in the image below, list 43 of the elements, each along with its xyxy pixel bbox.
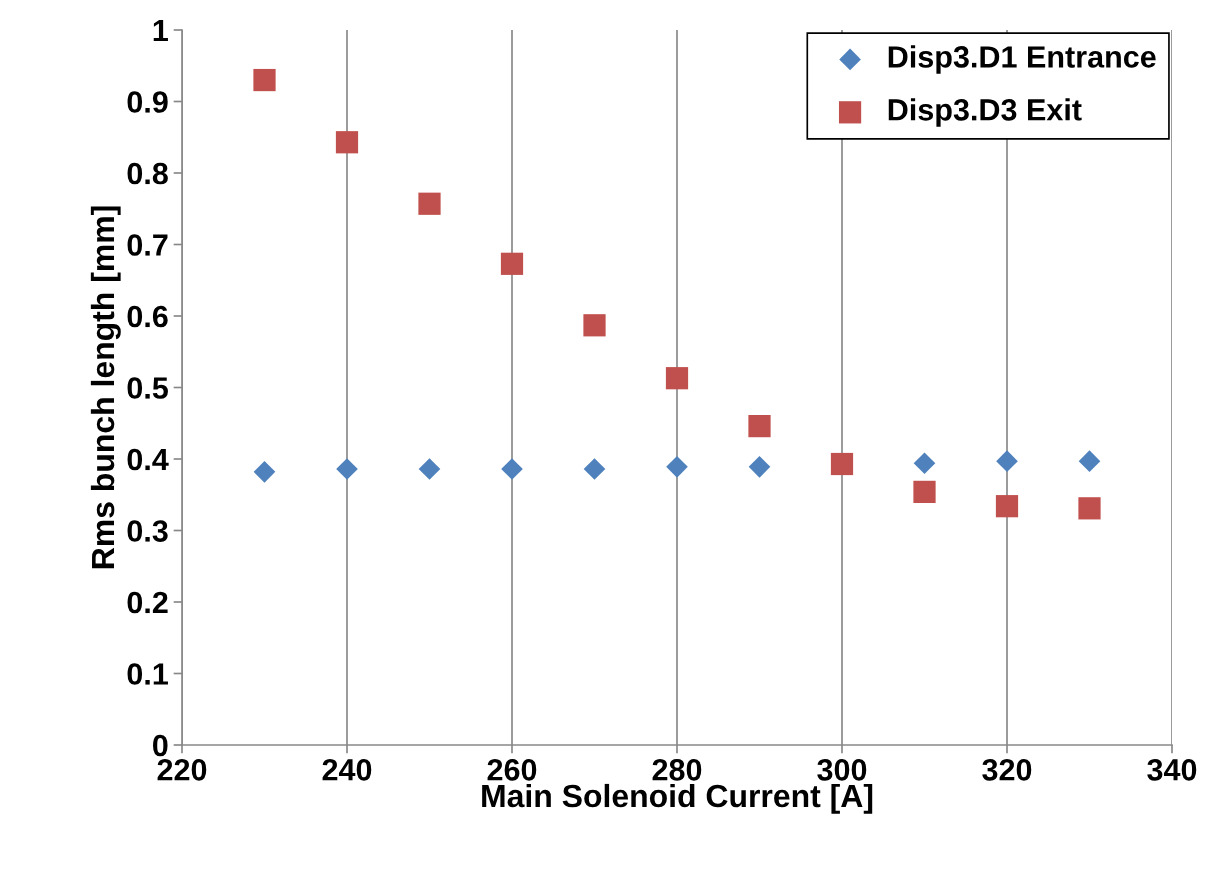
- point: [748, 456, 771, 478]
- point: [335, 131, 359, 154]
- point: [996, 450, 1018, 472]
- point: [666, 456, 688, 478]
- x-tick-label: 300: [817, 759, 867, 781]
- point: [583, 314, 606, 337]
- y-tick-label: 0.5: [127, 377, 168, 399]
- point: [830, 452, 854, 476]
- x-axis-title: Main Solenoid Current [A]: [482, 783, 873, 814]
- point: [253, 461, 276, 483]
- point: [665, 367, 689, 390]
- x-tick-label: 320: [982, 759, 1032, 781]
- y-tick-label: 0.7: [127, 234, 168, 256]
- y-tick-label: 0: [153, 734, 168, 757]
- legend-label: Disp3.D3 Exit: [888, 98, 1082, 127]
- x-tick-label: 240: [322, 759, 372, 781]
- point: [995, 495, 1019, 518]
- y-tick-label: 1: [153, 20, 168, 42]
- x-tick-label: 340: [1147, 759, 1197, 781]
- point: [500, 252, 524, 275]
- point: [253, 68, 276, 92]
- y-tick-label: 0.8: [127, 162, 168, 185]
- point: [913, 480, 936, 503]
- y-tick-label: 0.3: [127, 520, 168, 542]
- y-tick-label: 0.2: [127, 591, 168, 614]
- x-tick-label: 220: [157, 759, 207, 781]
- y-tick-label: 0.1: [127, 663, 168, 685]
- point: [1078, 497, 1101, 520]
- x-tick-label: 280: [652, 759, 702, 781]
- y-tick-label: 0.6: [127, 305, 168, 328]
- legend-label: Disp3.D1 Entrance: [888, 45, 1156, 74]
- point: [913, 452, 936, 475]
- point: [501, 458, 523, 480]
- point: [418, 192, 441, 215]
- point: [583, 458, 606, 480]
- point: [336, 458, 358, 480]
- y-axis-title: Rms bunch length [mm]: [90, 206, 121, 569]
- y-tick-label: 0.9: [127, 91, 168, 113]
- point: [1078, 450, 1101, 472]
- point: [748, 415, 771, 438]
- x-tick-label: 260: [487, 759, 537, 781]
- point: [418, 458, 441, 480]
- y-tick-label: 0.4: [127, 448, 169, 471]
